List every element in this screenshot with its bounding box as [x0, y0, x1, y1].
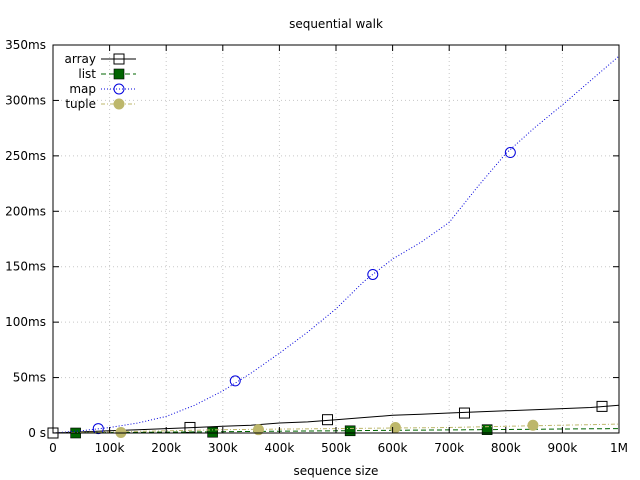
series-line-array — [52, 404, 620, 434]
x-tick-label: 100k — [95, 441, 125, 455]
x-axis-label: sequence size — [294, 464, 379, 478]
x-tick-label: 400k — [264, 441, 294, 455]
series-layer — [47, 55, 620, 439]
series-map — [52, 55, 620, 435]
legend-label-map: map — [69, 82, 96, 96]
legend-label-tuple: tuple — [65, 97, 96, 111]
x-tick-label: 800k — [491, 441, 521, 455]
legend-label-array: array — [65, 52, 96, 66]
legend-item-list: list — [78, 67, 136, 81]
legend-item-array: array — [65, 52, 136, 66]
legend-marker-tuple — [113, 98, 125, 110]
data-point-tuple — [115, 426, 127, 438]
x-tick-label: 0 — [49, 441, 57, 455]
series-line-tuple — [52, 423, 620, 434]
data-point-array — [322, 414, 334, 426]
data-point-array — [458, 407, 470, 419]
data-point-tuple — [252, 424, 264, 436]
x-tick-label: 700k — [434, 441, 464, 455]
chart-title: sequential walk — [289, 17, 383, 31]
series-tuple — [52, 419, 620, 438]
data-point-map — [92, 423, 104, 435]
y-tick-label: 150ms — [5, 260, 46, 274]
data-point-map — [229, 375, 241, 387]
data-point-list — [344, 425, 356, 437]
grid — [53, 45, 619, 433]
legend-marker-list — [113, 68, 125, 80]
series-line-map — [52, 55, 620, 434]
y-tick-label: 200ms — [5, 204, 46, 218]
x-tick-label: 300k — [208, 441, 238, 455]
x-tick-label: 900k — [547, 441, 577, 455]
y-tick-label: 50ms — [13, 371, 46, 385]
y-tick-label: 350ms — [5, 38, 46, 52]
data-point-map — [504, 147, 516, 159]
x-tick-label: 500k — [321, 441, 351, 455]
x-tick-label: 600k — [378, 441, 408, 455]
legend-label-list: list — [78, 67, 96, 81]
y-tick-label: 300ms — [5, 93, 46, 107]
y-tick-label: 0 s — [28, 426, 46, 440]
x-tick-label: 200k — [151, 441, 181, 455]
data-point-map — [367, 268, 379, 280]
y-tick-label: 100ms — [5, 315, 46, 329]
data-point-tuple — [389, 421, 401, 433]
data-point-tuple — [527, 419, 539, 431]
data-point-list — [207, 426, 218, 438]
x-tick-label: 1M — [610, 441, 628, 455]
legend-marker-array — [113, 53, 125, 65]
data-point-array — [596, 400, 608, 412]
y-tick-label: 250ms — [5, 149, 46, 163]
data-point-list — [481, 424, 493, 435]
axis-ticks: 0 s 50ms 100ms 150ms 200ms 250ms 300ms 350ms 0 10… — [5, 38, 628, 455]
legend-marker-map — [113, 83, 125, 95]
legend-item-tuple: tuple — [65, 97, 136, 111]
plot-frame — [52, 44, 620, 434]
legend-item-map: map — [69, 82, 136, 96]
data-point-array — [184, 421, 196, 433]
